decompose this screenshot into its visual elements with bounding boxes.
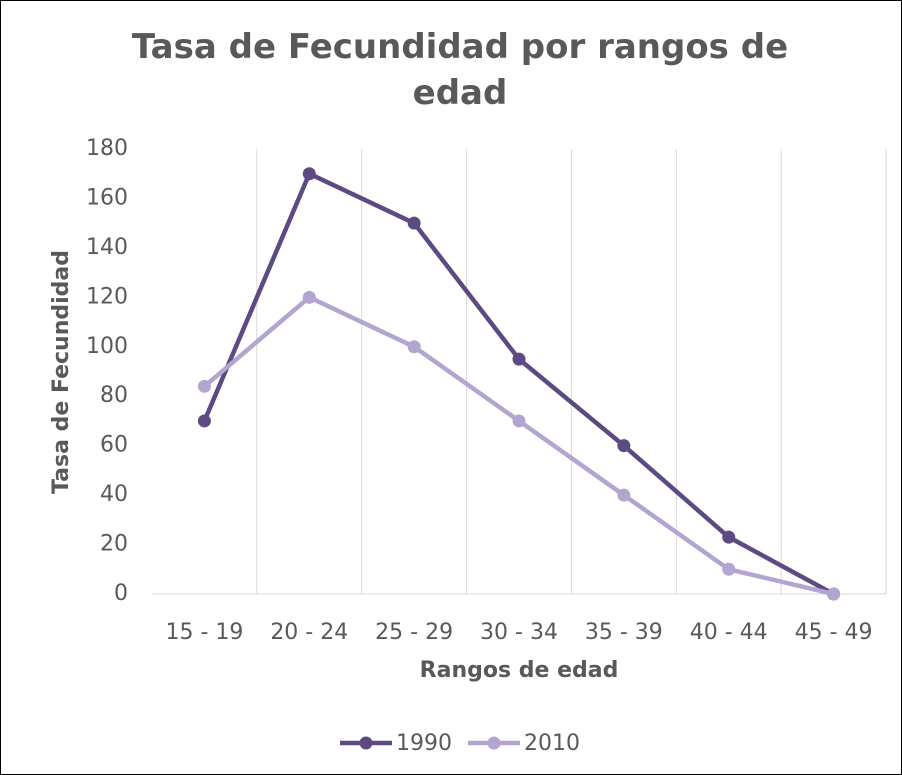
legend-marker [487,736,501,750]
data-point [722,530,736,544]
y-tick-label: 180 [86,136,128,161]
legend-label: 2010 [524,731,580,756]
series-line [202,171,835,596]
x-tick-label: 35 - 39 [585,620,663,645]
legend-marker [359,736,373,750]
y-tick-label: 80 [100,383,128,408]
legend-label: 1990 [396,731,452,756]
y-tick-label: 0 [114,581,128,606]
y-tick-label: 160 [86,185,128,210]
data-point [827,587,841,601]
x-tick-label: 30 - 34 [480,620,558,645]
data-point [407,340,421,354]
data-point [512,414,526,428]
x-tick-label: 45 - 49 [795,620,873,645]
data-point [722,562,736,576]
data-point [302,167,316,181]
y-tick-label: 40 [100,482,128,507]
x-tick-label: 40 - 44 [690,620,768,645]
y-tick-label: 20 [100,532,128,557]
data-point [512,352,526,366]
y-tick-label: 100 [86,334,128,359]
x-axis-label: Rangos de edad [420,658,619,683]
series-line [202,295,835,597]
y-tick-label: 60 [100,433,128,458]
data-point [197,379,211,393]
y-tick-label: 120 [86,284,128,309]
data-point [617,488,631,502]
x-tick-label: 15 - 19 [165,620,243,645]
x-tick-label: 20 - 24 [270,620,348,645]
data-point [197,414,211,428]
data-point [302,290,316,304]
data-point [617,439,631,453]
x-tick-label: 25 - 29 [375,620,453,645]
chart-title: Tasa de Fecundidad por rangos de edad [131,27,789,113]
y-tick-label: 140 [86,235,128,260]
y-axis-label: Tasa de Fecundidad [49,250,74,494]
data-point [407,216,421,230]
